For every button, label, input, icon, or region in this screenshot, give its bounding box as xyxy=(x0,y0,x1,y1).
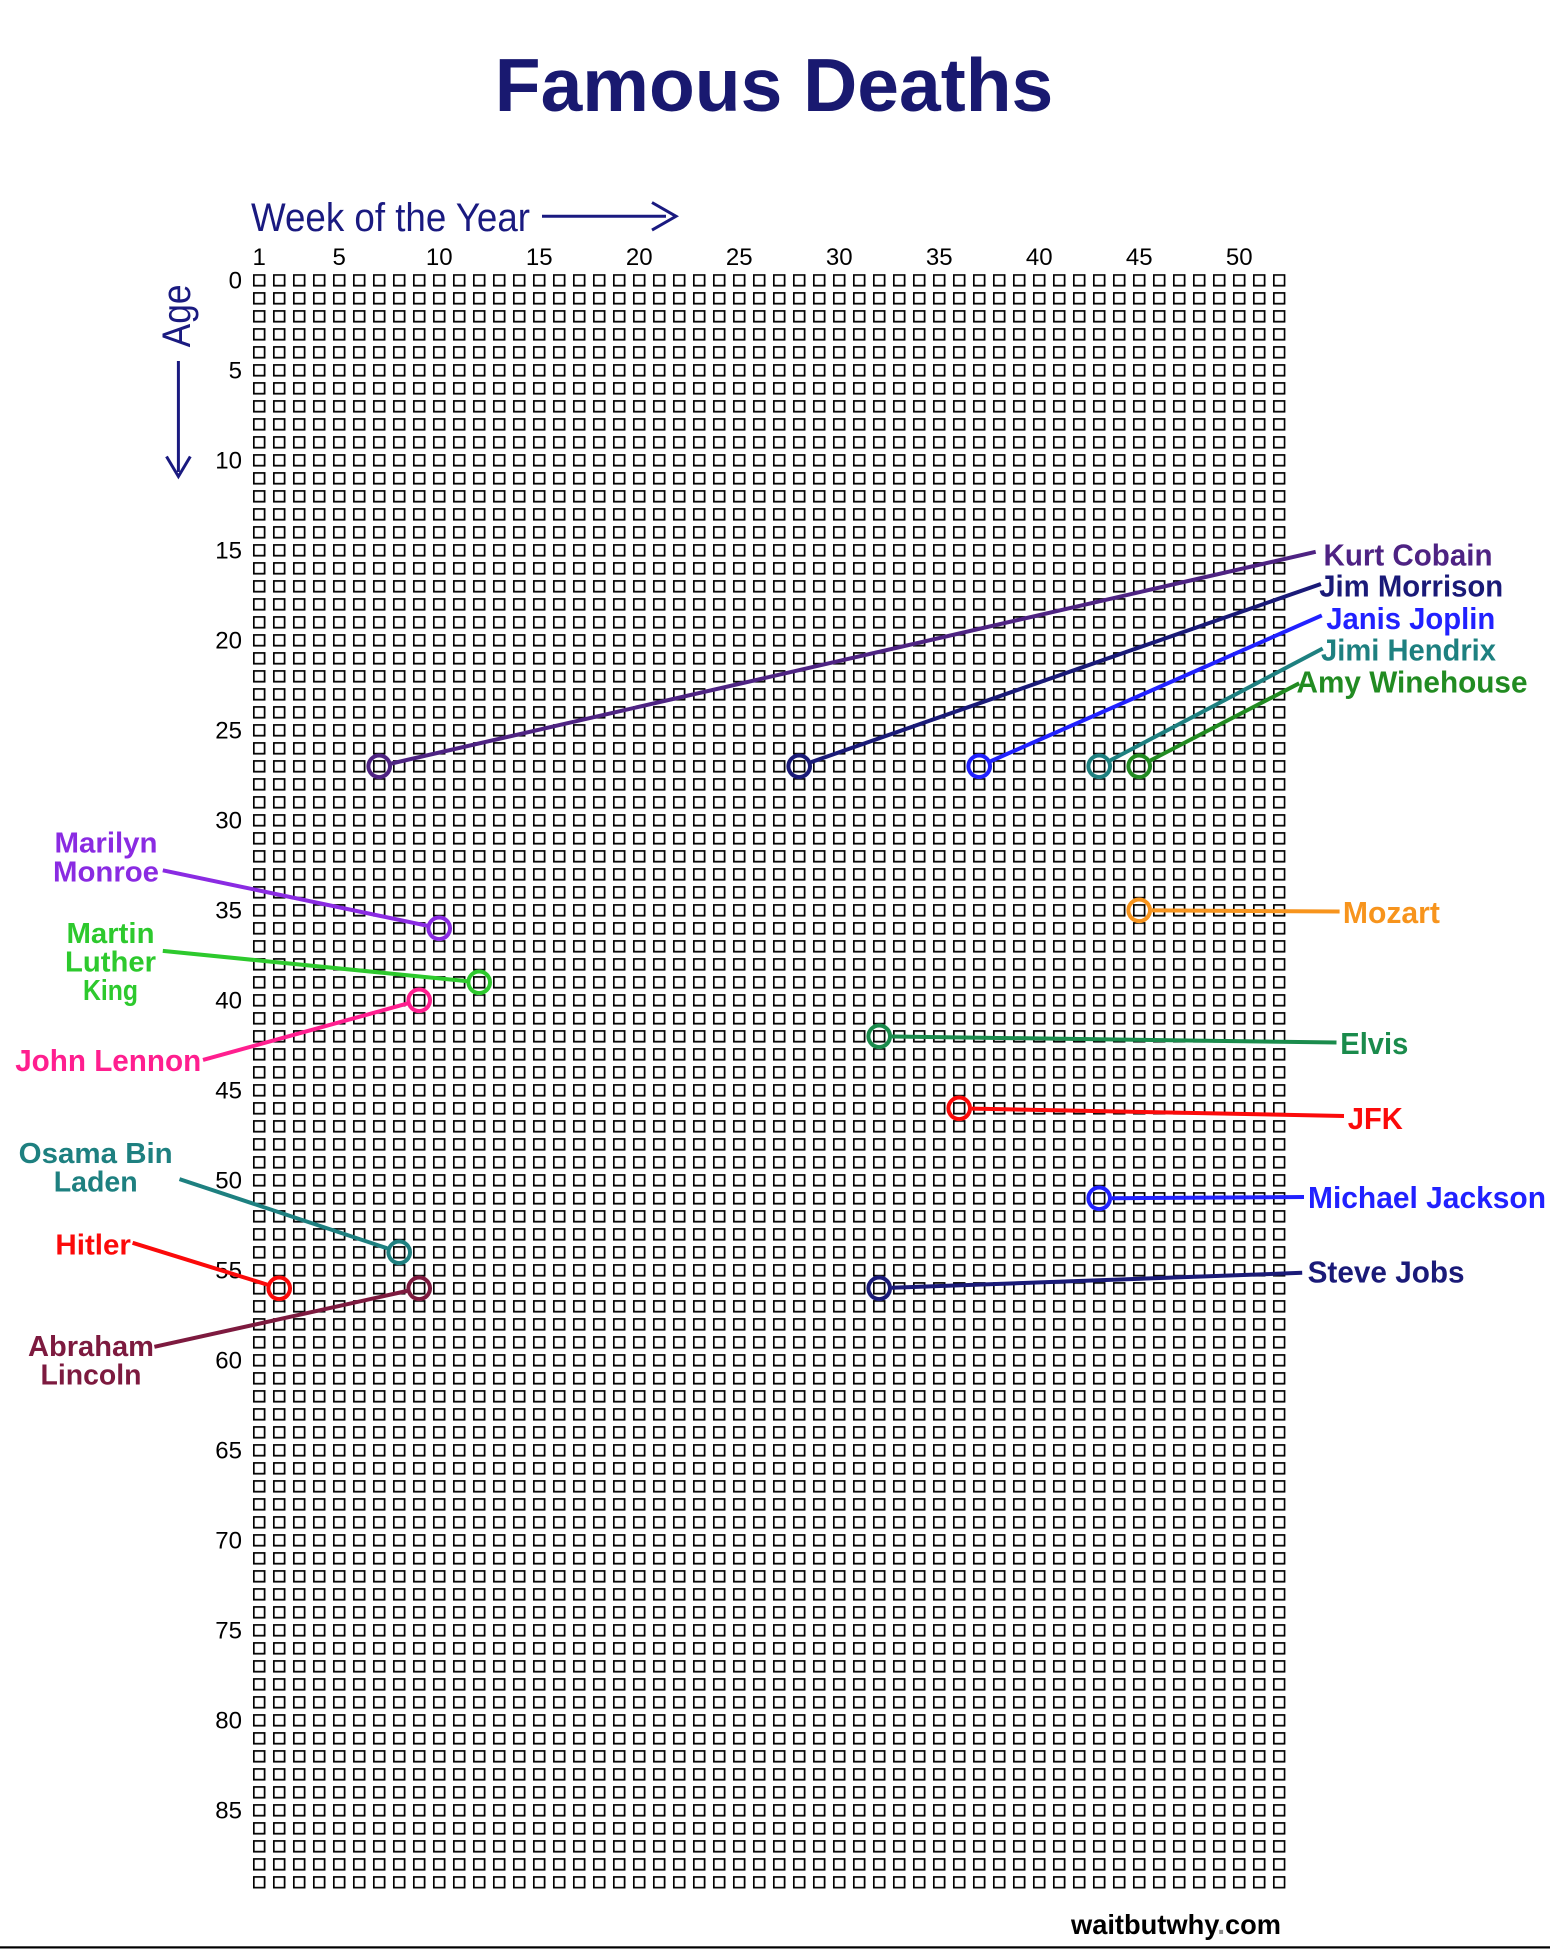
svg-text:20: 20 xyxy=(215,628,242,655)
svg-text:60: 60 xyxy=(215,1348,242,1375)
svg-text:Hitler: Hitler xyxy=(55,1230,131,1262)
svg-text:0: 0 xyxy=(229,268,242,295)
svg-text:15: 15 xyxy=(526,244,553,271)
svg-text:45: 45 xyxy=(215,1078,242,1105)
svg-text:25: 25 xyxy=(215,718,242,745)
svg-text:35: 35 xyxy=(215,898,242,925)
svg-text:Kurt Cobain: Kurt Cobain xyxy=(1324,537,1493,572)
svg-text:25: 25 xyxy=(726,244,753,271)
svg-text:Marilyn: Marilyn xyxy=(55,828,158,860)
svg-text:15: 15 xyxy=(215,538,242,565)
svg-text:20: 20 xyxy=(626,244,653,271)
svg-text:Mozart: Mozart xyxy=(1343,895,1440,930)
svg-text:Abraham: Abraham xyxy=(28,1331,154,1363)
svg-text:Steve Jobs: Steve Jobs xyxy=(1308,1255,1465,1290)
svg-text:75: 75 xyxy=(215,1618,242,1645)
svg-text:Laden: Laden xyxy=(54,1167,138,1199)
svg-text:45: 45 xyxy=(1126,244,1153,271)
svg-text:40: 40 xyxy=(215,988,242,1015)
svg-text:Lincoln: Lincoln xyxy=(41,1360,142,1392)
svg-text:Jim Morrison: Jim Morrison xyxy=(1319,569,1503,604)
svg-text:Osama Bin: Osama Bin xyxy=(19,1138,173,1170)
svg-text:40: 40 xyxy=(1026,244,1053,271)
svg-text:Luther: Luther xyxy=(65,947,156,979)
svg-text:Jimi Hendrix: Jimi Hendrix xyxy=(1321,632,1497,667)
svg-text:50: 50 xyxy=(215,1168,242,1195)
svg-text:Elvis: Elvis xyxy=(1340,1026,1408,1061)
svg-text:Michael Jackson: Michael Jackson xyxy=(1308,1180,1546,1215)
svg-text:Monroe: Monroe xyxy=(53,857,159,889)
svg-text:King: King xyxy=(83,975,138,1007)
svg-text:70: 70 xyxy=(215,1528,242,1555)
svg-text:waitbutwhy.com: waitbutwhy.com xyxy=(1070,1909,1281,1940)
svg-text:JFK: JFK xyxy=(1348,1101,1404,1136)
svg-text:10: 10 xyxy=(215,448,242,475)
svg-text:John Lennon: John Lennon xyxy=(15,1043,201,1078)
svg-text:1: 1 xyxy=(253,244,266,271)
svg-text:Martin: Martin xyxy=(67,918,155,950)
svg-text:5: 5 xyxy=(333,244,346,271)
svg-text:Amy Winehouse: Amy Winehouse xyxy=(1297,665,1528,700)
svg-text:30: 30 xyxy=(215,808,242,835)
svg-text:35: 35 xyxy=(926,244,953,271)
svg-text:10: 10 xyxy=(426,244,453,271)
svg-text:Age: Age xyxy=(155,284,199,347)
svg-text:65: 65 xyxy=(215,1438,242,1465)
svg-text:85: 85 xyxy=(215,1798,242,1825)
svg-text:Famous Deaths: Famous Deaths xyxy=(495,43,1053,127)
svg-text:5: 5 xyxy=(229,358,242,385)
svg-text:30: 30 xyxy=(826,244,853,271)
svg-text:50: 50 xyxy=(1226,244,1253,271)
svg-text:80: 80 xyxy=(215,1708,242,1735)
svg-text:Janis Joplin: Janis Joplin xyxy=(1326,601,1495,636)
svg-text:Week of the Year: Week of the Year xyxy=(251,196,530,240)
